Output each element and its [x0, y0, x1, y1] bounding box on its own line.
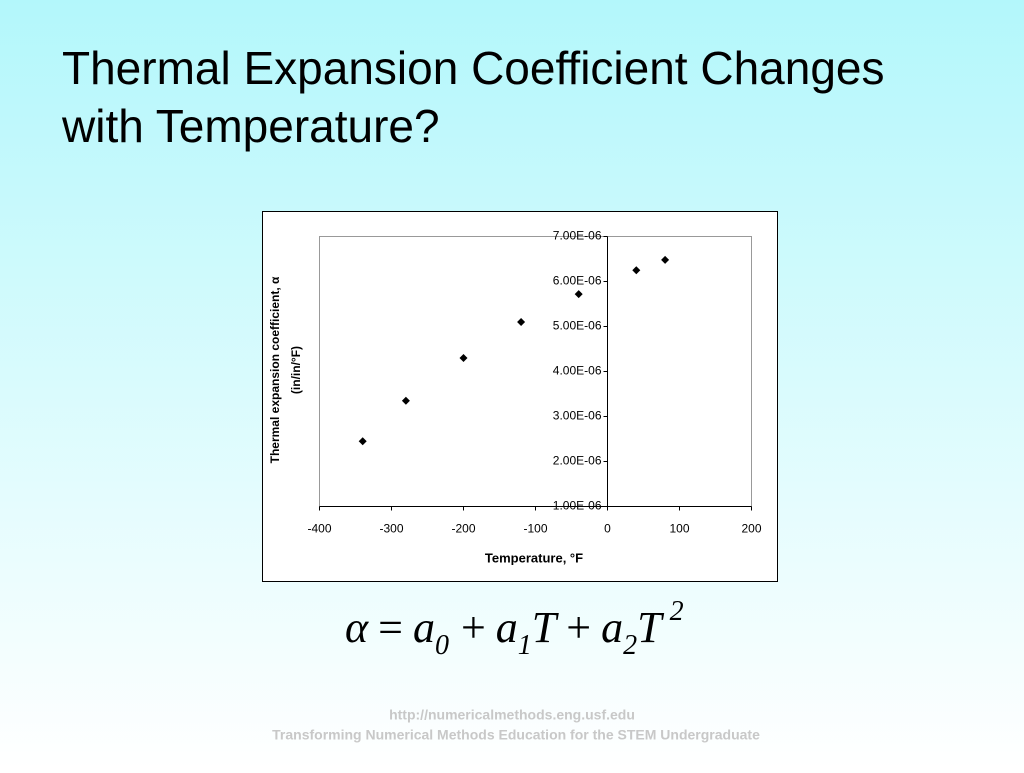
y-tick-label: 7.00E-06	[553, 229, 602, 243]
y-tick-label: 5.00E-06	[553, 319, 602, 333]
y-tick-label: 1.00E-06	[553, 499, 602, 513]
slide-title: with Temperature?	[61, 100, 440, 152]
y-tick-label: 6.00E-06	[553, 274, 602, 288]
equation-symbol: α	[345, 603, 369, 652]
data-point	[517, 318, 526, 326]
data-point	[661, 255, 670, 264]
equation-symbol: T	[637, 603, 665, 652]
x-tick-label: -400	[307, 522, 331, 536]
data-point	[358, 437, 367, 446]
equation-symbol: +	[461, 603, 486, 652]
x-tick-label: -200	[451, 522, 475, 536]
equation-superscript: 2	[670, 596, 684, 627]
footer-tagline: Transforming Numerical Methods Education…	[272, 727, 760, 743]
x-tick-label: -100	[523, 522, 547, 536]
equation-symbol: T	[532, 603, 560, 652]
x-axis-label: Temperature, °F	[485, 550, 583, 565]
data-point	[574, 290, 583, 299]
equation-symbol: a	[601, 603, 623, 652]
equation-symbol: a	[413, 603, 435, 652]
y-tick-label: 2.00E-06	[553, 454, 602, 468]
y-axis-label: (in/in/°F)	[289, 346, 303, 394]
chart: 1.00E-06 2.00E-06 3.00E-06 4.00E-06 5.00E-06…	[307, 229, 761, 536]
equation-subscript: 1	[518, 630, 532, 661]
x-tick-label: 200	[741, 522, 761, 536]
x-tick-label: 0	[604, 522, 611, 536]
footer-url: http://numericalmethods.eng.usf.edu	[389, 707, 635, 723]
x-tick-label: -300	[379, 522, 403, 536]
equation: α = a0 + a1T + a2T 2	[345, 596, 684, 661]
y-axis-label: Thermal expansion coefficient, α	[268, 276, 282, 463]
slide-title: Thermal Expansion Coefficient Changes	[62, 42, 885, 94]
y-tick-label: 3.00E-06	[553, 409, 602, 423]
y-tick-label: 4.00E-06	[553, 364, 602, 378]
equation-symbol: a	[496, 603, 518, 652]
data-point	[401, 396, 410, 405]
chart-frame	[262, 211, 778, 582]
equation-symbol: =	[378, 603, 403, 652]
equation-subscript: 0	[435, 630, 449, 661]
equation-symbol: +	[566, 603, 591, 652]
data-point	[459, 354, 468, 362]
equation-subscript: 2	[623, 630, 637, 661]
data-point	[632, 266, 641, 275]
x-tick-label: 100	[669, 522, 689, 536]
